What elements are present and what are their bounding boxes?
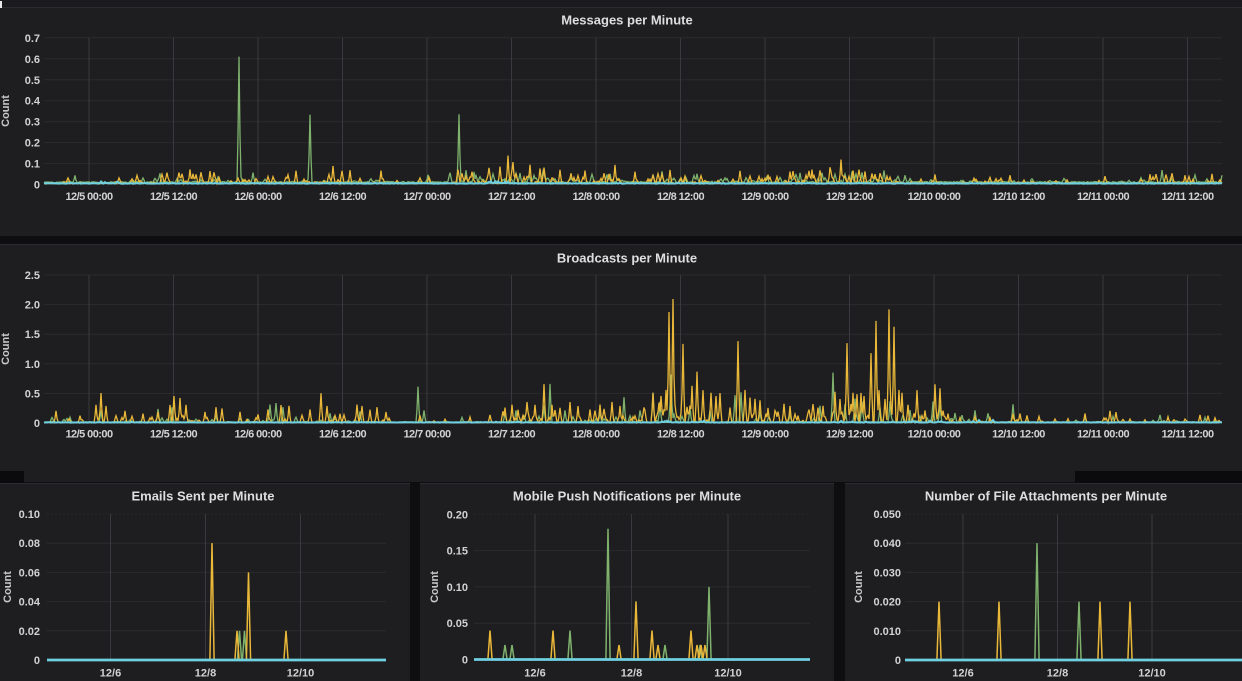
svg-text:0.4: 0.4 — [25, 96, 41, 108]
svg-text:0.04: 0.04 — [19, 597, 41, 609]
svg-text:Count: Count — [429, 571, 441, 603]
svg-text:12/10 12:00: 12/10 12:00 — [992, 429, 1045, 441]
svg-text:Mobile Push Notifications per: Mobile Push Notifications per Minute — [513, 489, 741, 504]
svg-text:2.0: 2.0 — [25, 300, 40, 312]
svg-text:0.2: 0.2 — [25, 138, 40, 150]
svg-text:Count: Count — [0, 333, 12, 365]
svg-text:12/9 12:00: 12/9 12:00 — [826, 191, 874, 203]
svg-text:12/11 00:00: 12/11 00:00 — [1077, 191, 1129, 203]
svg-text:Count: Count — [2, 571, 14, 603]
svg-text:0.020: 0.020 — [873, 597, 901, 609]
svg-text:12/8: 12/8 — [621, 668, 642, 680]
svg-text:0.030: 0.030 — [873, 567, 901, 579]
svg-text:0.6: 0.6 — [25, 54, 40, 66]
svg-text:12/10 00:00: 12/10 00:00 — [908, 429, 961, 441]
svg-text:12/11 12:00: 12/11 12:00 — [1161, 191, 1213, 203]
svg-text:0.20: 0.20 — [447, 509, 468, 521]
svg-text:1.5: 1.5 — [25, 329, 40, 341]
svg-text:12/6 00:00: 12/6 00:00 — [234, 429, 282, 441]
svg-text:12/6 00:00: 12/6 00:00 — [234, 191, 282, 203]
svg-text:Emails Sent per Minute: Emails Sent per Minute — [131, 489, 274, 504]
svg-text:2.5: 2.5 — [25, 270, 40, 282]
svg-text:12/5 00:00: 12/5 00:00 — [65, 191, 113, 203]
svg-text:Messages per Minute: Messages per Minute — [561, 13, 693, 28]
svg-text:12/10: 12/10 — [714, 668, 742, 680]
svg-text:12/5 12:00: 12/5 12:00 — [150, 191, 198, 203]
svg-text:12/6: 12/6 — [524, 668, 545, 680]
svg-text:1.0: 1.0 — [25, 359, 40, 371]
svg-text:12/6: 12/6 — [952, 668, 973, 680]
svg-text:12/11 00:00: 12/11 00:00 — [1077, 429, 1129, 441]
svg-text:12/5 12:00: 12/5 12:00 — [150, 429, 198, 441]
svg-text:0.10: 0.10 — [447, 582, 468, 594]
svg-text:12/6 12:00: 12/6 12:00 — [319, 429, 367, 441]
svg-text:12/8: 12/8 — [195, 668, 216, 680]
svg-text:Number of File Attachments per: Number of File Attachments per Minute — [925, 489, 1167, 504]
svg-text:12/8 12:00: 12/8 12:00 — [657, 191, 705, 203]
svg-text:0.06: 0.06 — [19, 567, 40, 579]
svg-text:0.3: 0.3 — [25, 117, 40, 129]
svg-text:0.02: 0.02 — [19, 626, 40, 638]
svg-text:0: 0 — [34, 655, 40, 667]
svg-text:0.7: 0.7 — [25, 33, 40, 45]
svg-text:12/7 00:00: 12/7 00:00 — [403, 191, 451, 203]
svg-text:0.05: 0.05 — [447, 618, 468, 630]
svg-text:0.08: 0.08 — [19, 538, 40, 550]
svg-text:Broadcasts per Minute: Broadcasts per Minute — [557, 251, 697, 266]
svg-text:0: 0 — [462, 655, 468, 667]
svg-text:Count: Count — [0, 95, 12, 127]
svg-text:12/8 00:00: 12/8 00:00 — [572, 191, 620, 203]
svg-text:12/7 00:00: 12/7 00:00 — [403, 429, 451, 441]
svg-text:12/6: 12/6 — [100, 668, 121, 680]
svg-text:0: 0 — [34, 180, 40, 192]
svg-text:12/5 00:00: 12/5 00:00 — [65, 429, 113, 441]
svg-text:0.010: 0.010 — [873, 626, 901, 638]
svg-text:12/7 12:00: 12/7 12:00 — [488, 429, 536, 441]
svg-text:12/9 00:00: 12/9 00:00 — [741, 191, 789, 203]
svg-text:12/10: 12/10 — [287, 668, 315, 680]
svg-text:0.1: 0.1 — [25, 159, 40, 171]
svg-text:0.15: 0.15 — [447, 546, 468, 558]
svg-text:12/8 12:00: 12/8 12:00 — [657, 429, 705, 441]
svg-text:0: 0 — [34, 418, 40, 430]
svg-text:12/10 00:00: 12/10 00:00 — [908, 191, 961, 203]
svg-text:12/10: 12/10 — [1138, 668, 1166, 680]
svg-text:12/10 12:00: 12/10 12:00 — [992, 191, 1045, 203]
svg-text:Count: Count — [853, 571, 865, 603]
svg-text:12/8 00:00: 12/8 00:00 — [572, 429, 620, 441]
svg-text:0.050: 0.050 — [873, 509, 901, 521]
svg-text:12/9 00:00: 12/9 00:00 — [741, 429, 789, 441]
svg-text:0.5: 0.5 — [25, 388, 40, 400]
svg-text:0: 0 — [895, 655, 901, 667]
svg-text:12/7 12:00: 12/7 12:00 — [488, 191, 536, 203]
svg-text:12/11 12:00: 12/11 12:00 — [1161, 429, 1213, 441]
svg-text:0.5: 0.5 — [25, 75, 40, 87]
svg-text:0.040: 0.040 — [873, 538, 901, 550]
svg-text:12/9 12:00: 12/9 12:00 — [826, 429, 874, 441]
svg-text:12/8: 12/8 — [1047, 668, 1068, 680]
svg-text:12/6 12:00: 12/6 12:00 — [319, 191, 367, 203]
svg-text:0.10: 0.10 — [19, 509, 40, 521]
